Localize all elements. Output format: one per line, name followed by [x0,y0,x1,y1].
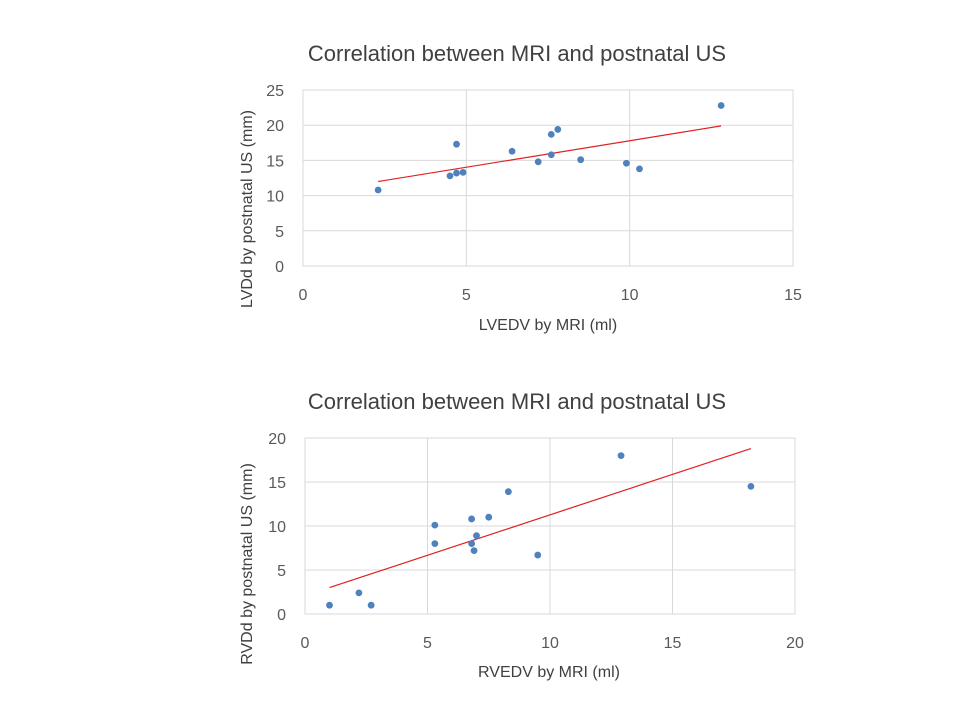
data-point [547,130,555,138]
data-point [355,589,363,597]
y-tick-label: 15 [268,475,286,492]
y-axis-label: RVDd by postnatal US (mm) [239,463,256,665]
chart-title: Correlation between MRI and postnatal US [308,389,726,414]
data-point [326,601,333,609]
data-point [446,172,454,180]
data-point [554,126,562,133]
data-point [504,488,512,496]
x-tick-label: 15 [784,287,802,304]
data-point [577,156,585,164]
data-point [453,140,460,148]
data-point [468,515,475,523]
x-tick-label: 20 [786,635,804,652]
data-point [468,540,475,547]
data-point [485,513,493,521]
y-axis-label: LVDd by postnatal US (mm) [239,110,256,308]
y-tick-label: 5 [277,563,286,580]
rv-correlation-chart: Correlation between MRI and postnatal US… [239,389,804,681]
data-point [508,147,516,155]
data-point [717,102,725,109]
data-point [431,521,439,529]
data-point [473,532,480,540]
data-point [367,601,375,609]
data-point [623,159,630,167]
data-point [459,168,467,176]
x-axis-label: RVEDV by MRI (ml) [478,664,620,681]
y-tick-label: 10 [266,189,284,206]
plot-border [302,89,794,267]
y-tick-label: 15 [266,153,284,170]
y-tick-label: 0 [275,259,284,276]
x-tick-label: 0 [299,287,308,304]
data-point [470,547,478,555]
y-tick-label: 10 [268,519,286,536]
x-tick-label: 5 [423,635,432,652]
x-tick-label: 5 [462,287,471,304]
x-tick-label: 0 [301,635,310,652]
y-tick-label: 25 [266,83,284,100]
x-tick-label: 10 [541,635,559,652]
y-tick-label: 20 [266,118,284,135]
plot-area: 0 5 10 15 20 25 0 5 10 15 [266,83,802,304]
data-point [374,186,382,194]
y-tick-label: 0 [277,607,286,624]
plot-area: 0 5 10 15 20 0 5 10 15 20 [268,431,804,652]
chart-title: Correlation between MRI and postnatal US [308,41,726,66]
x-tick-label: 10 [621,287,639,304]
trendline [329,447,752,589]
data-point [453,169,460,177]
data-point [534,551,542,559]
data-point [431,540,439,547]
data-point [547,151,555,159]
data-point [534,158,542,166]
x-axis-label: LVEDV by MRI (ml) [479,317,617,334]
y-tick-label: 5 [275,224,284,241]
data-point [747,483,755,490]
data-point [617,452,625,459]
y-tick-label: 20 [268,431,286,448]
data-point [636,165,643,173]
x-tick-label: 15 [664,635,682,652]
lv-correlation-chart: Correlation between MRI and postnatal US… [239,41,802,334]
